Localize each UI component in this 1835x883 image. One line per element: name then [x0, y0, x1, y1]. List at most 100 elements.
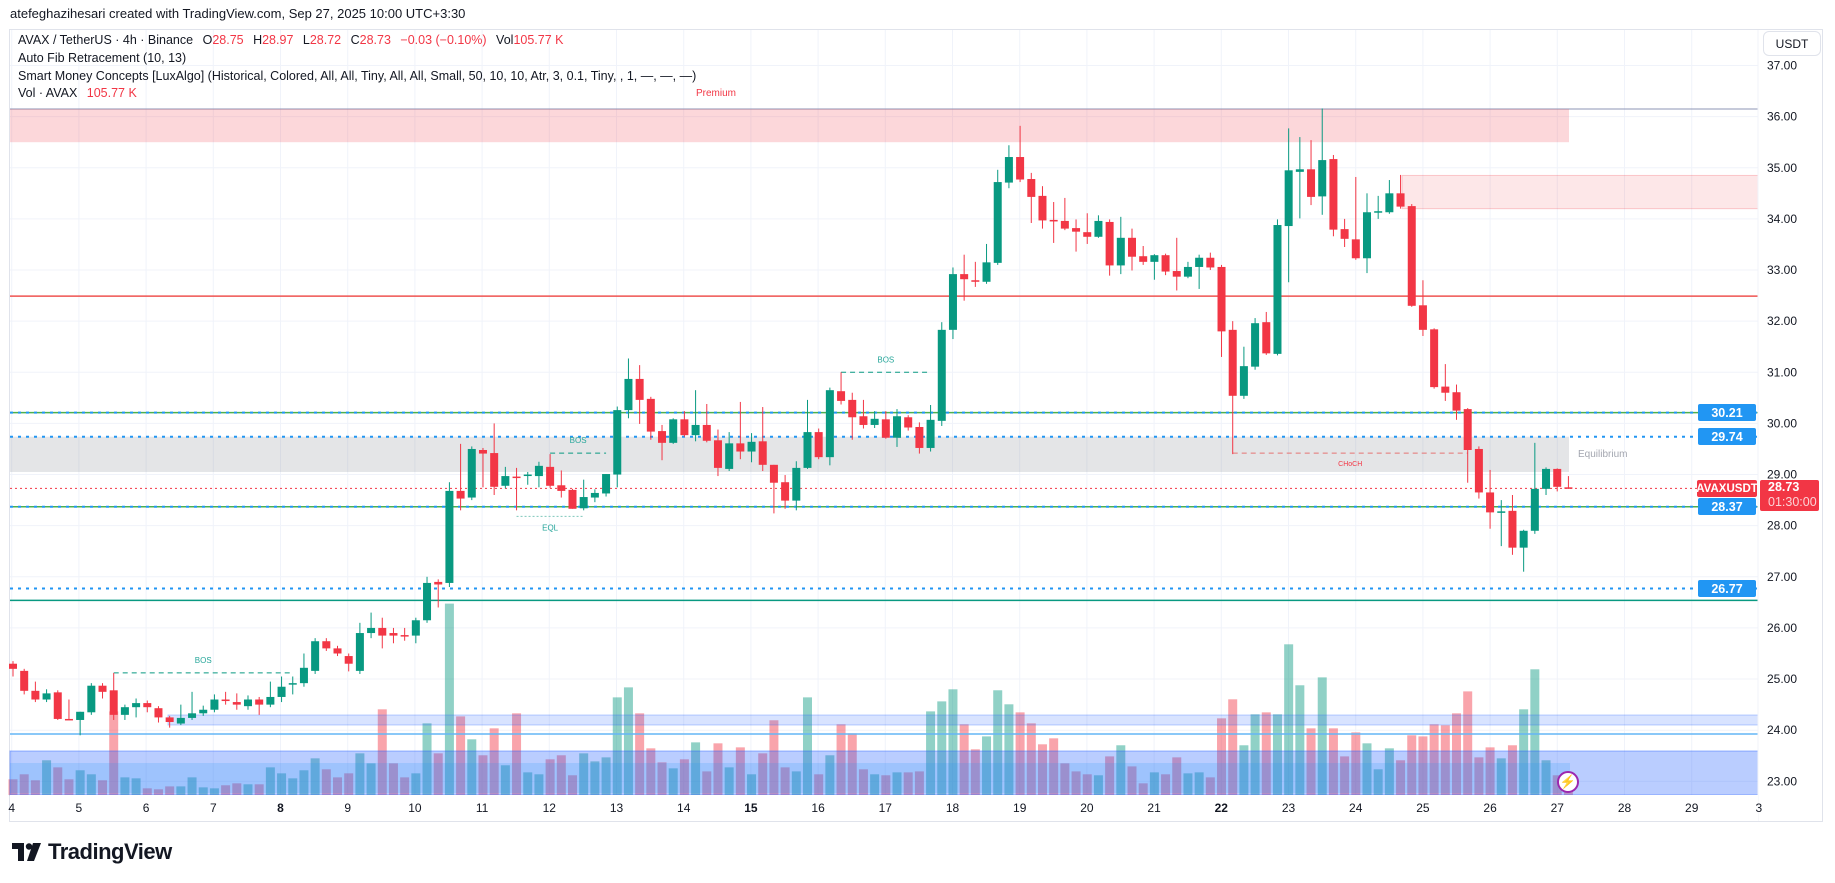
- candle: [1307, 140, 1316, 206]
- candle: [1318, 108, 1327, 215]
- volume-bar: [1485, 747, 1495, 795]
- candle-body: [1418, 305, 1427, 330]
- candle-body: [680, 419, 689, 436]
- candle-body: [937, 329, 946, 421]
- indicator-volume[interactable]: Vol · AVAX 105.77 K: [18, 86, 137, 100]
- candle: [691, 390, 700, 442]
- candle-body: [926, 419, 935, 448]
- candle-body: [982, 262, 991, 282]
- volume-bar: [646, 748, 656, 795]
- candle-body: [1251, 323, 1260, 367]
- candle: [1150, 254, 1159, 280]
- candle-body: [1150, 255, 1159, 262]
- volume-bar: [1396, 760, 1406, 795]
- candle-body: [814, 432, 823, 458]
- price-tick-label: 25.00: [1767, 672, 1797, 686]
- candle-body: [299, 667, 308, 684]
- candle: [1116, 216, 1125, 275]
- price-tick-label: 37.00: [1767, 59, 1797, 73]
- symbol-legend[interactable]: AVAX / TetherUS · 4h · Binance O28.75 H2…: [18, 33, 563, 47]
- candle-body: [702, 424, 711, 441]
- volume-bar: [1261, 712, 1271, 795]
- candle: [1251, 318, 1260, 370]
- candle: [1519, 529, 1528, 572]
- time-tick-label: 12: [543, 801, 557, 815]
- candle: [1396, 174, 1405, 209]
- time-tick-label: 6: [143, 801, 150, 815]
- volume-bar: [1373, 769, 1383, 795]
- candle-body: [691, 424, 700, 436]
- candle-body: [1474, 448, 1483, 493]
- candle-body: [960, 274, 969, 280]
- candle: [926, 405, 935, 452]
- volume-bar: [1519, 709, 1529, 795]
- chart-pane[interactable]: [9, 29, 1823, 822]
- price-level-tag: 29.74: [1698, 428, 1756, 445]
- volume-profile-zone: [9, 750, 1759, 796]
- volume-bar: [98, 780, 108, 795]
- price-tick-label: 27.00: [1767, 570, 1797, 584]
- candle-body: [1385, 193, 1394, 213]
- currency-button[interactable]: USDT: [1763, 31, 1821, 56]
- volume-profile-value-area: [10, 763, 1570, 793]
- candle-body: [1038, 195, 1047, 221]
- candle: [1508, 494, 1517, 555]
- candle-body: [1553, 468, 1562, 487]
- candle: [803, 399, 812, 469]
- volume-bar: [500, 765, 510, 795]
- chart-credit: atefeghazihesari created with TradingVie…: [10, 6, 466, 21]
- candle: [881, 411, 890, 439]
- candle-body: [512, 476, 521, 479]
- candle: [232, 693, 241, 710]
- candle: [557, 470, 566, 498]
- candle-body: [143, 703, 152, 708]
- volume-bar: [724, 767, 734, 795]
- volume-bar: [612, 697, 622, 795]
- volume-bar: [8, 779, 18, 795]
- brand-name: TradingView: [48, 839, 172, 864]
- volume-bar: [858, 769, 868, 795]
- volume-study-label: Vol · AVAX: [18, 86, 78, 100]
- current-price: 28.73: [1768, 480, 1800, 494]
- volume-bar: [825, 755, 835, 795]
- candle: [1060, 197, 1069, 231]
- candle-body: [635, 378, 644, 400]
- volume-bar: [1328, 728, 1338, 795]
- volume-bar: [321, 769, 331, 795]
- candle-body: [1049, 219, 1058, 222]
- volume-bar: [288, 778, 298, 795]
- volume-bar: [1474, 757, 1484, 795]
- candle-body: [915, 426, 924, 448]
- candle: [1295, 137, 1304, 219]
- indicator-fib[interactable]: Auto Fib Retracement (10, 13): [18, 51, 187, 65]
- candle: [1463, 408, 1472, 483]
- candle-body: [355, 633, 364, 671]
- symbol-info[interactable]: AVAX / TetherUS · 4h · Binance: [18, 33, 194, 47]
- candle-body: [1307, 169, 1316, 197]
- candle: [859, 399, 868, 429]
- candle-body: [568, 489, 577, 509]
- candle: [725, 432, 734, 471]
- candle-body: [1318, 160, 1327, 197]
- time-tick-label: 22: [1215, 801, 1229, 815]
- candle: [1083, 213, 1092, 244]
- candle: [1172, 237, 1181, 291]
- candle: [1217, 264, 1226, 357]
- candle: [624, 358, 633, 419]
- volume-bar: [780, 767, 790, 795]
- candle-body: [971, 280, 980, 282]
- indicator-smc[interactable]: Smart Money Concepts [LuxAlgo] (Historic…: [18, 69, 697, 83]
- candle: [960, 254, 969, 301]
- price-axis-bg: [1758, 30, 1822, 821]
- candle: [971, 261, 980, 287]
- candle: [1262, 311, 1271, 355]
- volume-bar: [769, 720, 779, 795]
- lightning-icon[interactable]: ⚡: [1557, 771, 1579, 793]
- change-value: −0.03 (−0.10%): [400, 33, 487, 47]
- candle-body: [199, 709, 208, 714]
- candle: [602, 474, 611, 497]
- candle: [76, 711, 85, 736]
- candle-body: [109, 690, 118, 715]
- candle-body: [367, 627, 376, 634]
